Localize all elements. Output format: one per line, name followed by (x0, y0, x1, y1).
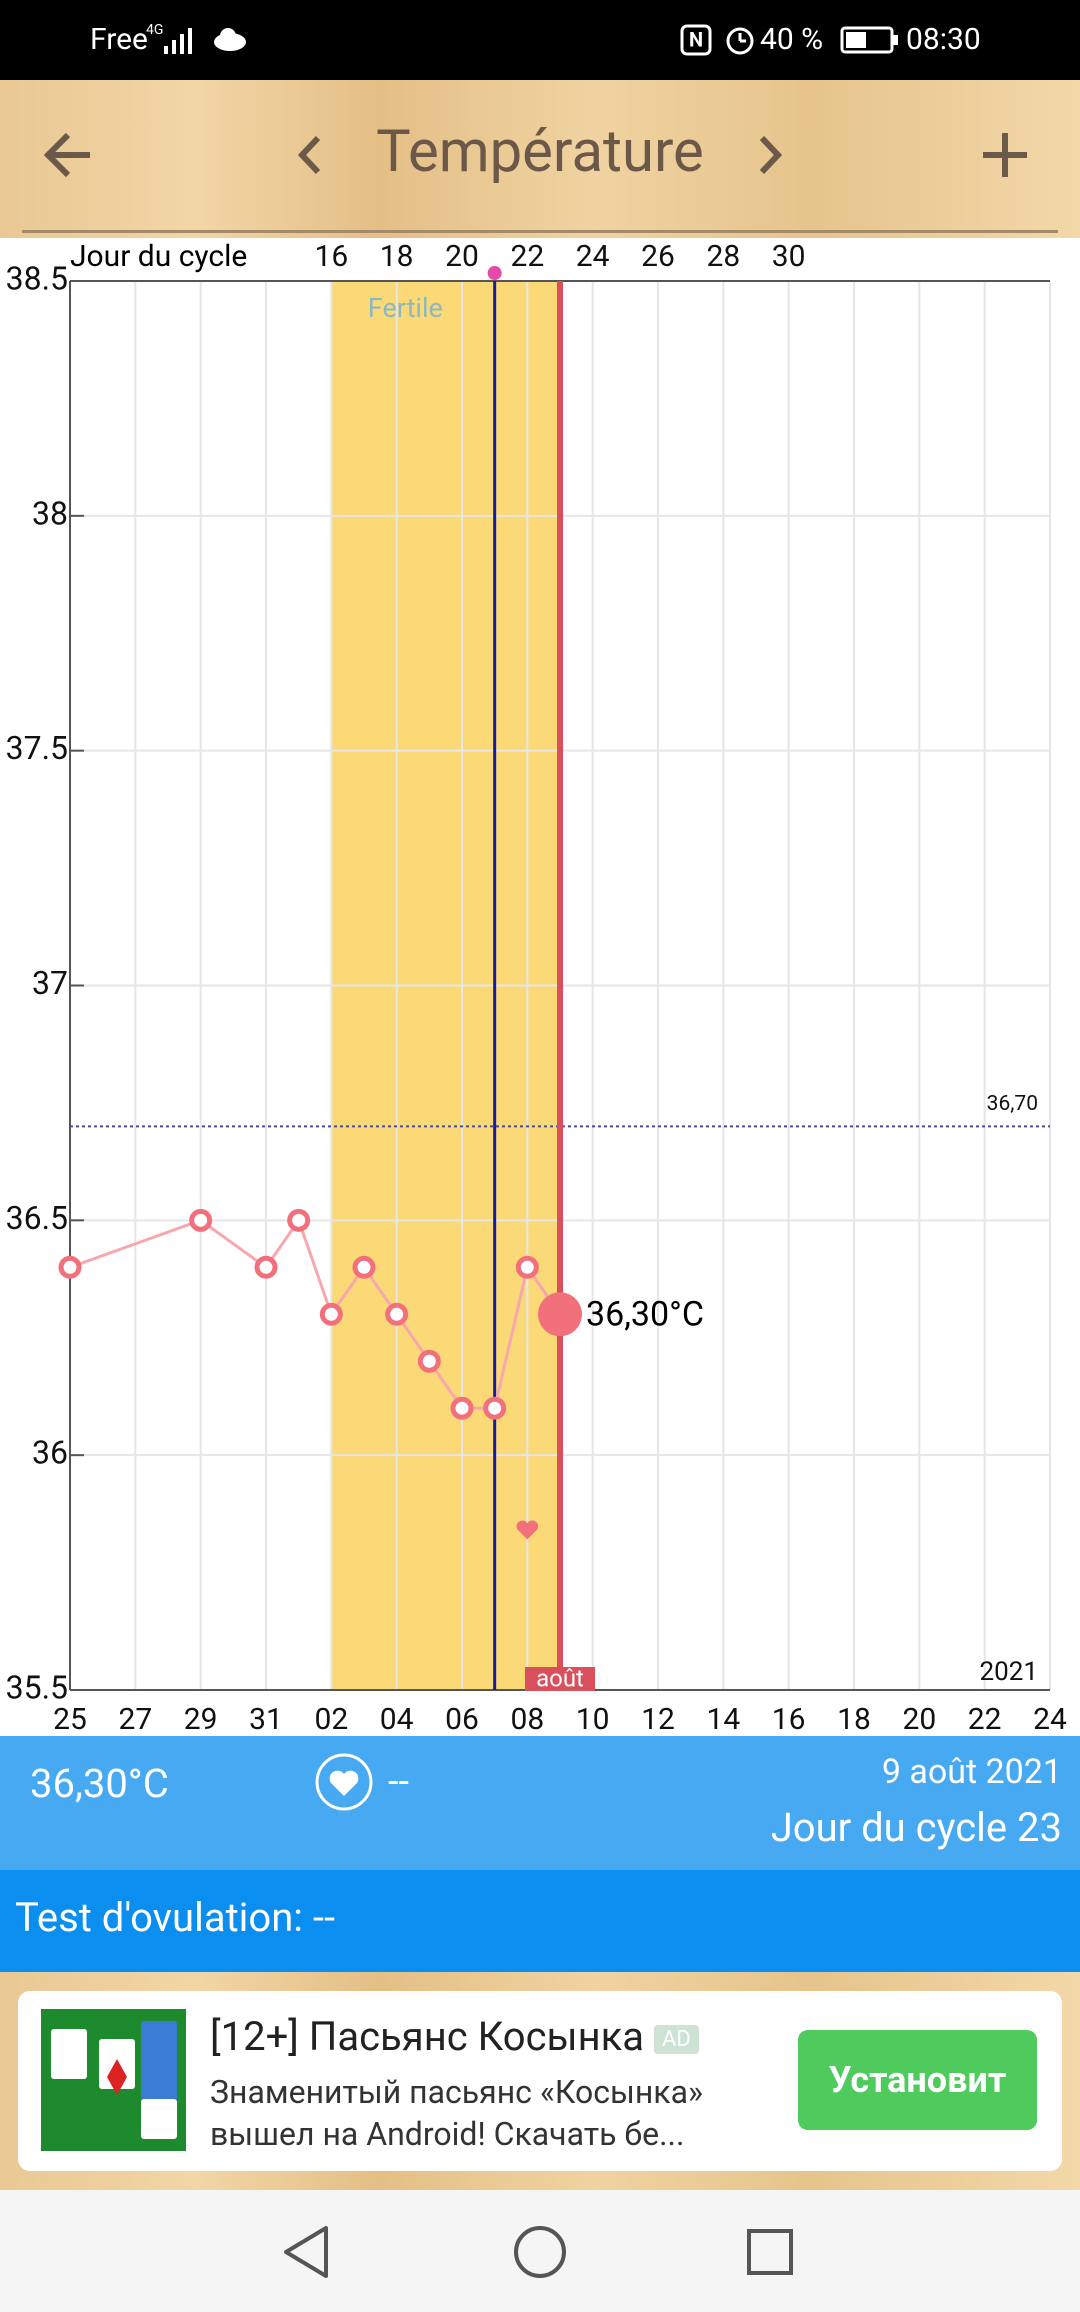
y-tick-label: 38 (32, 494, 68, 532)
summary-date: 9 août 2021 (881, 1752, 1062, 1792)
add-button[interactable] (975, 125, 1035, 185)
header-title: Température (376, 118, 704, 186)
battery-text: 40 % (760, 22, 824, 57)
y-tick-label: 38.5 (6, 259, 68, 297)
status-bar: Free 4G N 40 % 08:30 (0, 0, 1080, 80)
x2-tick-label: 24 (576, 239, 610, 274)
x2-tick-label: 26 (641, 239, 675, 274)
signal-icon (164, 28, 192, 54)
nav-home[interactable] (514, 2226, 566, 2278)
x-tick-label: 22 (968, 1702, 1002, 1736)
clock: 08:30 (906, 22, 981, 57)
data-point (352, 1255, 376, 1279)
nav-buttons (284, 2226, 793, 2278)
ad-card[interactable]: [12+] Пасьянс Косынка AD Знаменитый пась… (18, 1991, 1062, 2171)
status-icons: N (680, 24, 754, 56)
navigation-bar (0, 2190, 1080, 2312)
y-tick-label: 36.5 (6, 1199, 68, 1237)
temperature-line (69, 1217, 562, 1410)
fertile-label: Fertile (368, 292, 443, 324)
today-label-box (525, 1667, 595, 1691)
x-tick-label: 29 (184, 1702, 218, 1736)
x-tick-label: 31 (249, 1702, 283, 1736)
nav-recents[interactable] (747, 2229, 793, 2275)
x-tick-label: 20 (902, 1702, 936, 1736)
current-point (538, 1292, 582, 1337)
y-tick-label: 37.5 (6, 729, 68, 767)
y-tick-label: 35.5 (6, 1668, 68, 1706)
heart-button[interactable] (314, 1752, 374, 1812)
ad-badge: AD (653, 2024, 699, 2054)
prev-button[interactable] (290, 130, 330, 180)
x2-tick-label: 30 (772, 239, 806, 274)
y-tick-label: 36 (32, 1434, 68, 1472)
temperature-chart: Jour du cycle 35.5 36 36.5 37 37.5 38 38.5 25 27… (6, 239, 1067, 1736)
data-point (385, 1302, 409, 1326)
x-tick-label: 06 (445, 1702, 479, 1736)
carrier: Free (90, 22, 148, 57)
intercourse-marker (516, 1520, 539, 1540)
back-button[interactable] (40, 125, 100, 185)
ovulation-test-panel[interactable]: Test d'ovulation: -- (0, 1870, 1080, 1972)
next-button[interactable] (750, 130, 790, 180)
current-value-label: 36,30°C (586, 1294, 704, 1334)
header-divider (22, 230, 1058, 233)
x-tick-label: 18 (837, 1702, 871, 1736)
x-tick-label: 04 (380, 1702, 414, 1736)
year-label: 2021 (980, 1657, 1038, 1687)
x2-tick-label: 20 (445, 239, 479, 274)
ad-icon (41, 2009, 186, 2151)
x-tick-label: 24 (1033, 1702, 1067, 1736)
data-point (483, 1396, 507, 1420)
x2-tick-label: 28 (706, 239, 740, 274)
data-point (319, 1302, 343, 1326)
ad-description: вышел на Android! Скачать бе... (210, 2115, 685, 2153)
ad-area: [12+] Пасьянс Косынка AD Знаменитый пась… (0, 1972, 1080, 2190)
x-tick-label: 08 (510, 1702, 544, 1736)
svg-text:N: N (689, 27, 703, 51)
network: 4G (146, 22, 164, 38)
x2-tick-label: 22 (510, 239, 544, 274)
ad-title-text: [12+] Пасьянс Косынка (210, 2013, 645, 2060)
x-tick-label: 10 (576, 1702, 610, 1736)
data-point (450, 1396, 474, 1420)
summary-intercourse: -- (388, 1760, 410, 1804)
cover-line-label: 36,70 (987, 1092, 1038, 1116)
ovulation-dot (487, 266, 502, 280)
nav-back[interactable] (284, 2226, 328, 2278)
data-point (287, 1208, 311, 1232)
x2-tick-label: 18 (380, 239, 414, 274)
x2-tick-label: 16 (314, 239, 348, 274)
ovulation-test-label: Test d'ovulation: -- (15, 1894, 336, 1941)
summary-cycle-day: Jour du cycle 23 (770, 1804, 1062, 1851)
x-tick-label: 02 (314, 1702, 348, 1736)
ad-install-button[interactable]: Установит (798, 2030, 1037, 2130)
data-point (254, 1255, 278, 1279)
data-point (515, 1255, 539, 1279)
x-tick-label: 14 (706, 1702, 740, 1736)
data-point (417, 1349, 441, 1373)
data-point (189, 1208, 213, 1232)
ad-title: [12+] Пасьянс Косынка AD (210, 2013, 699, 2060)
summary-panel: 36,30°C -- 9 août 2021 Jour du cycle 23 (0, 1736, 1080, 1870)
y-tick-label: 37 (32, 964, 68, 1002)
ad-description: Знаменитый пасьянс «Косынка» (210, 2073, 703, 2111)
data-point (58, 1255, 82, 1279)
today-label: août (536, 1664, 584, 1692)
x-tick-label: 27 (118, 1702, 152, 1736)
battery-icon (840, 26, 898, 54)
x-tick-label: 25 (53, 1702, 87, 1736)
header: Température (0, 80, 1080, 238)
x-tick-label: 12 (641, 1702, 675, 1736)
cloud-icon (214, 28, 246, 51)
summary-temperature: 36,30°C (30, 1760, 169, 1807)
x2-axis-label: Jour du cycle (70, 239, 247, 274)
x-tick-label: 16 (772, 1702, 806, 1736)
